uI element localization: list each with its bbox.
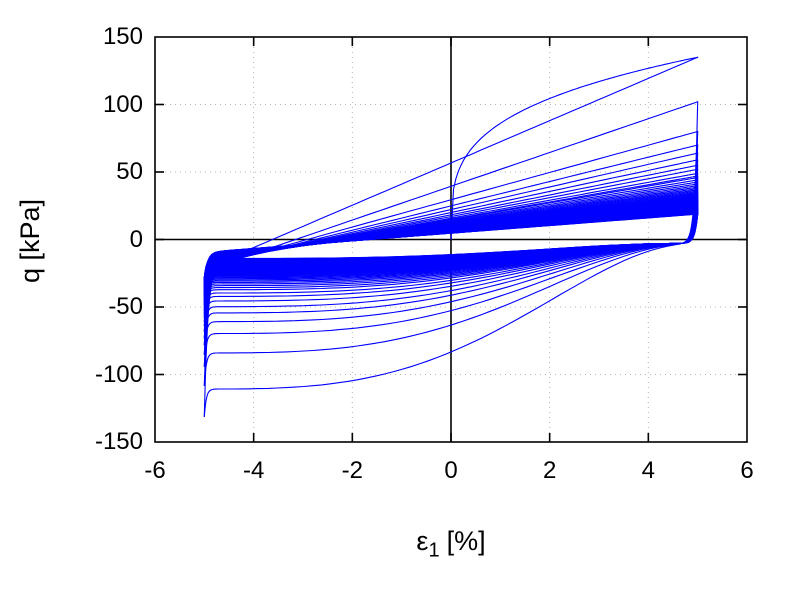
x-axis-subscript: 1 bbox=[428, 539, 440, 562]
y-tick-label: 0 bbox=[129, 225, 143, 253]
x-tick-label: -2 bbox=[341, 457, 363, 484]
x-tick-label: -6 bbox=[144, 457, 166, 484]
y-axis-label: q [kPa] bbox=[15, 198, 45, 284]
x-tick-label: 4 bbox=[641, 457, 655, 484]
x-axis-unit: [%] bbox=[446, 526, 486, 556]
y-tick-label: -50 bbox=[108, 293, 143, 320]
y-tick-label: -150 bbox=[94, 428, 143, 455]
y-tick-label: 150 bbox=[102, 23, 143, 50]
y-tick-label: 50 bbox=[116, 158, 143, 185]
x-axis-symbol: ε bbox=[416, 526, 429, 556]
x-axis-label: ε1 [%] bbox=[351, 524, 551, 562]
hysteresis-curves bbox=[203, 56, 699, 417]
y-tick-label: 100 bbox=[102, 90, 143, 118]
x-tick-label: -4 bbox=[242, 457, 265, 484]
x-tick-label: 2 bbox=[542, 457, 557, 484]
x-tick-label: 6 bbox=[740, 457, 754, 484]
x-tick-label: 0 bbox=[444, 457, 458, 484]
tick-marks bbox=[155, 37, 747, 442]
y-tick-label: -100 bbox=[94, 360, 143, 388]
